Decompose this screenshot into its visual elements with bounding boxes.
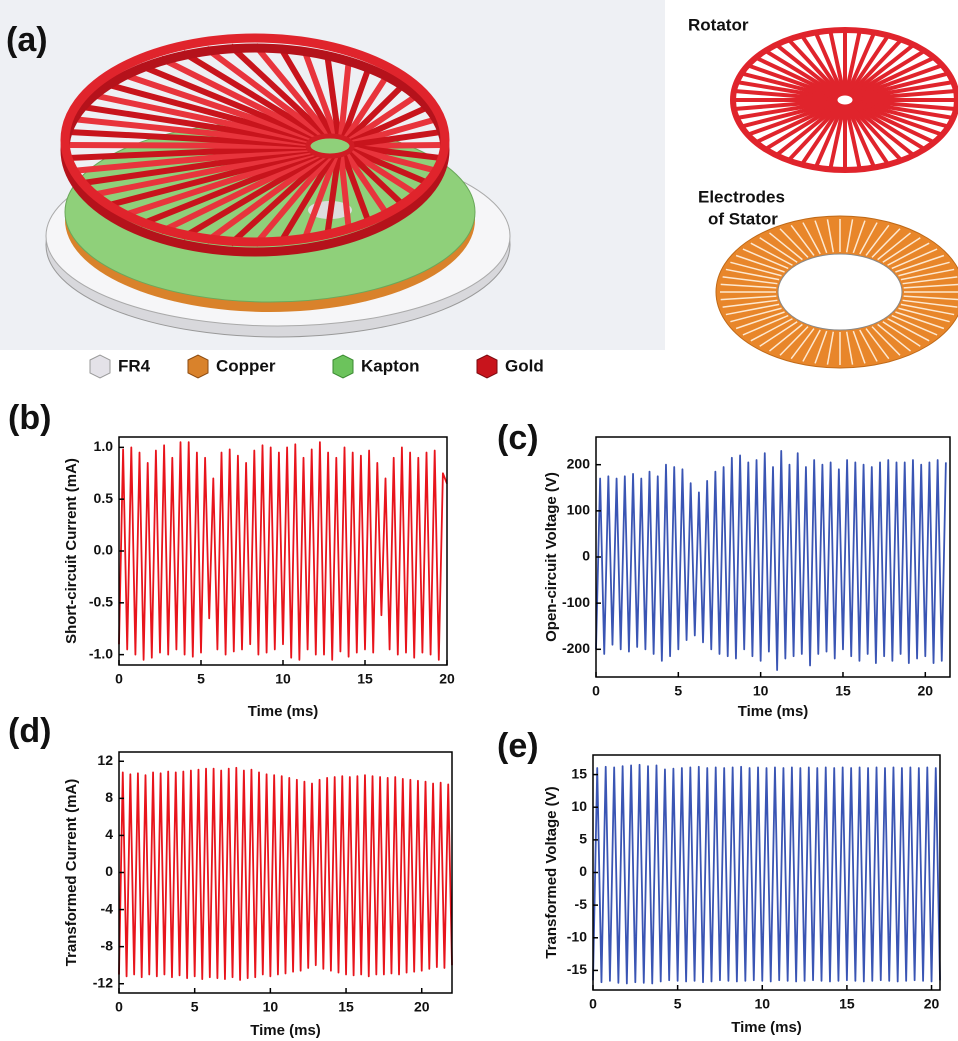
y-tick-label: -5 [575, 896, 588, 912]
figure: (a) Rotator Electrodes of Stator FR4 Cop… [0, 0, 958, 1041]
y-tick-label: -100 [562, 594, 590, 610]
y-axis-label: Open-circuit Voltage (V) [543, 472, 560, 642]
x-tick-label: 5 [674, 683, 682, 699]
page: {"illustration": {"panel_label": "(a)", … [0, 0, 958, 1041]
chart: (e) 0 5 10 15 20 -15 -10 -5 0 5 10 15 Time (ms) Transf… [497, 727, 940, 1036]
x-axis-label: Time (ms) [250, 1022, 321, 1039]
x-tick-label: 0 [115, 671, 123, 687]
stator-label: Electrodes [698, 187, 785, 206]
x-tick-label: 10 [263, 999, 279, 1015]
x-axis-label: Time (ms) [738, 703, 809, 720]
y-tick-label: 4 [105, 826, 113, 842]
stator-hole [778, 254, 902, 330]
y-axis-label: Short-circuit Current (mA) [63, 458, 80, 644]
x-tick-label: 20 [924, 996, 940, 1012]
x-tick-label: 15 [835, 683, 851, 699]
data-line [119, 442, 447, 660]
y-tick-label: 100 [567, 502, 591, 518]
y-tick-label: -1.0 [89, 645, 113, 661]
legend-label: Gold [505, 356, 544, 375]
y-axis-label: Transformed Current (mA) [63, 779, 80, 967]
y-tick-label: -15 [567, 961, 587, 977]
panel-label: (d) [8, 712, 51, 750]
data-line [596, 451, 946, 670]
x-tick-label: 10 [753, 683, 769, 699]
x-tick-label: 20 [414, 999, 430, 1015]
x-tick-label: 20 [439, 671, 455, 687]
panel-label: (c) [497, 419, 539, 457]
x-tick-label: 5 [197, 671, 205, 687]
y-tick-label: -0.5 [89, 594, 113, 610]
x-axis-label: Time (ms) [731, 1019, 802, 1036]
y-tick-label: 1.0 [94, 438, 114, 454]
rotator-spokes [735, 32, 955, 168]
x-tick-label: 10 [754, 996, 770, 1012]
y-tick-label: 200 [567, 455, 591, 471]
x-tick-label: 0 [115, 999, 123, 1015]
y-tick-label: -12 [93, 974, 113, 990]
y-tick-label: -200 [562, 640, 590, 656]
y-axis-label: Transformed Voltage (V) [543, 786, 560, 958]
x-tick-label: 5 [674, 996, 682, 1012]
y-tick-label: -10 [567, 928, 587, 944]
legend-cube [188, 355, 208, 378]
x-tick-label: 10 [275, 671, 291, 687]
y-tick-label: 0 [579, 863, 587, 879]
stator-label: of Stator [708, 209, 778, 228]
y-tick-label: 8 [105, 789, 113, 805]
data-line [119, 768, 452, 980]
y-tick-label: 12 [97, 752, 113, 768]
panel-label: (b) [8, 399, 51, 437]
x-tick-label: 20 [918, 683, 934, 699]
x-tick-label: 5 [191, 999, 199, 1015]
y-tick-label: 0 [105, 863, 113, 879]
y-tick-label: 0.5 [94, 490, 114, 506]
data-line [593, 765, 940, 984]
legend-cube [477, 355, 497, 378]
y-tick-label: -4 [101, 900, 114, 916]
x-tick-label: 15 [839, 996, 855, 1012]
chart: (c) 0 5 10 15 20 -200 -100 0 100 200 Time (ms) Open-… [497, 419, 950, 720]
x-axis-label: Time (ms) [248, 703, 319, 720]
legend-label: Copper [216, 356, 276, 375]
y-tick-label: 10 [571, 798, 587, 814]
x-tick-label: 0 [592, 683, 600, 699]
y-tick-label: 15 [571, 765, 587, 781]
x-tick-label: 0 [589, 996, 597, 1012]
x-tick-label: 15 [338, 999, 354, 1015]
material-legend: FR4 Copper Kapton Gold [90, 355, 544, 378]
panel-label: (a) [6, 21, 48, 59]
legend-cube [90, 355, 110, 378]
y-tick-label: 0 [582, 548, 590, 564]
y-tick-label: -8 [101, 937, 114, 953]
panel-label: (e) [497, 727, 539, 765]
rotator-wheel [65, 38, 445, 252]
y-tick-label: 5 [579, 831, 587, 847]
chart: (b) 0 5 10 15 20 -1.0 -0.5 0.0 0.5 1.0 Time (ms) Sho… [8, 399, 455, 720]
rotator-label: Rotator [688, 15, 749, 34]
chart: (d) 0 5 10 15 20 -12 -8 -4 0 4 8 12 Time (ms) Transfor… [8, 712, 452, 1039]
legend-label: FR4 [118, 356, 151, 375]
y-tick-label: 0.0 [94, 542, 114, 558]
x-tick-label: 15 [357, 671, 373, 687]
legend-cube [333, 355, 353, 378]
legend-label: Kapton [361, 356, 420, 375]
